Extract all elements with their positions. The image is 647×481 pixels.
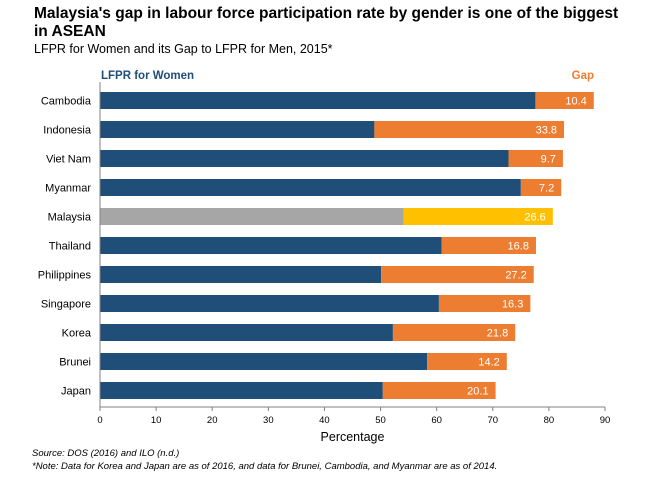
source-note: Source: DOS (2016) and ILO (n.d.)	[32, 448, 180, 459]
gap-data-label: 14.2	[478, 357, 499, 369]
x-tick-label: 60	[431, 415, 442, 426]
bar-gap	[535, 92, 594, 109]
gap-data-label: 26.6	[524, 212, 545, 224]
bar-lfpr-women	[100, 353, 428, 370]
gap-data-label: 27.2	[505, 270, 526, 282]
bar-lfpr-women	[100, 295, 439, 312]
legend-gap: Gap	[571, 70, 594, 82]
gap-data-label: 16.8	[508, 241, 529, 253]
bar-gap	[508, 150, 563, 167]
x-tick-label: 70	[487, 415, 498, 426]
category-label: Myanmar	[45, 183, 91, 195]
category-label: Cambodia	[41, 96, 92, 108]
category-label: Thailand	[49, 241, 91, 253]
category-label: Indonesia	[43, 125, 92, 137]
gap-data-label: 33.8	[536, 125, 557, 137]
x-tick-label: 80	[544, 415, 555, 426]
bar-gap	[427, 353, 507, 370]
category-label: Viet Nam	[46, 154, 91, 166]
category-label: Brunei	[59, 357, 91, 369]
bar-gap	[441, 237, 536, 254]
category-label: Malaysia	[48, 212, 92, 224]
chart-subtitle: LFPR for Women and its Gap to LFPR for M…	[34, 42, 333, 56]
x-tick-label: 90	[600, 415, 611, 426]
bar-lfpr-women	[100, 324, 393, 341]
bar-gap	[438, 295, 531, 312]
gap-data-label: 21.8	[487, 328, 508, 340]
category-label: Singapore	[41, 299, 91, 311]
gap-data-label: 9.7	[541, 154, 556, 166]
bar-lfpr-women	[100, 121, 375, 138]
bar-gap	[382, 382, 496, 399]
bar-lfpr-women	[100, 179, 521, 196]
category-label: Japan	[61, 386, 91, 398]
x-tick-label: 30	[263, 415, 274, 426]
bar-lfpr-women	[100, 266, 382, 283]
bar-gap	[392, 324, 516, 341]
bar-gap	[520, 179, 562, 196]
gap-data-label: 20.1	[467, 386, 488, 398]
bar-gap	[374, 121, 565, 138]
gap-data-label: 7.2	[539, 183, 554, 195]
bar-lfpr-women	[100, 382, 383, 399]
bar-lfpr-women	[100, 208, 404, 225]
gap-data-label: 16.3	[502, 299, 523, 311]
category-label: Korea	[62, 328, 92, 340]
bar-gap	[381, 266, 534, 283]
footnote: *Note: Data for Korea and Japan are as o…	[32, 461, 498, 472]
gap-data-label: 10.4	[565, 96, 586, 108]
x-tick-label: 50	[375, 415, 386, 426]
legend-lfpr-women: LFPR for Women	[101, 70, 195, 82]
bar-gap	[403, 208, 553, 225]
x-tick-label: 40	[319, 415, 330, 426]
chart-title: Malaysia's gap in labour force participa…	[34, 5, 619, 40]
bar-lfpr-women	[100, 237, 442, 254]
x-tick-label: 20	[207, 415, 218, 426]
x-tick-label: 10	[151, 415, 162, 426]
x-axis-label: Percentage	[321, 430, 385, 444]
x-tick-label: 0	[97, 415, 102, 426]
bar-lfpr-women	[100, 150, 509, 167]
bar-lfpr-women	[100, 92, 536, 109]
category-label: Philippines	[38, 270, 92, 282]
